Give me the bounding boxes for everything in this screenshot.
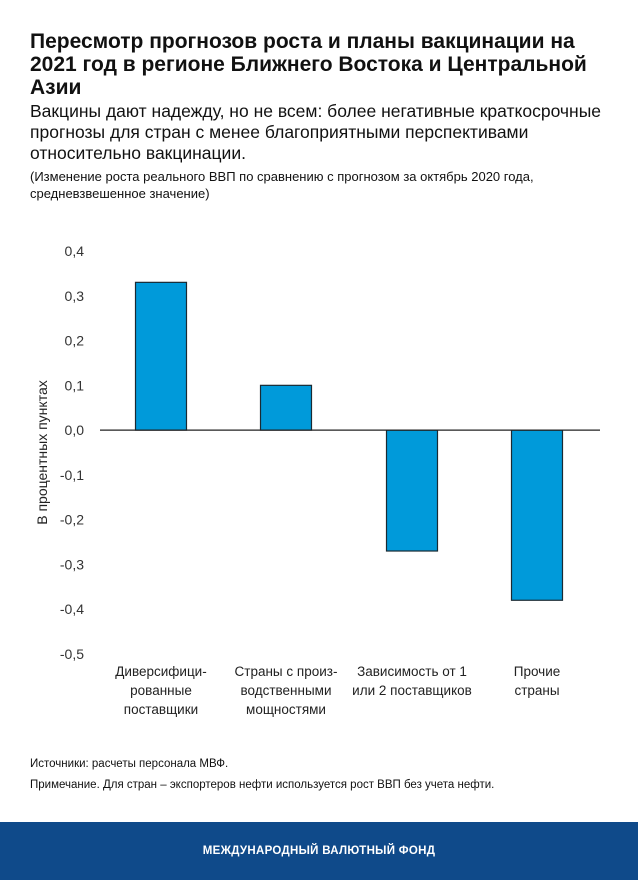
chart-title: Пересмотр прогнозов роста и планы вакцин… (30, 30, 587, 99)
x-tick-label: мощностями (246, 702, 326, 717)
chart-subtitle: Вакцины дают надежду, но не всем: более … (30, 101, 602, 163)
x-tick-label: Страны с произ- (235, 664, 338, 679)
y-tick-label: 0,1 (65, 377, 85, 393)
footer-banner: МЕЖДУНАРОДНЫЙ ВАЛЮТНЫЙ ФОНД (0, 822, 638, 880)
x-tick-label: Прочие (514, 664, 561, 679)
y-tick-label: -0,5 (60, 646, 84, 662)
y-axis-label: В процентных пунктах (34, 380, 50, 525)
chart-note: (Изменение роста реального ВВП по сравне… (30, 169, 534, 201)
x-tick-label: водственными (240, 683, 331, 698)
x-tick-label: поставщики (124, 702, 198, 717)
bar (259, 384, 313, 431)
bar (385, 429, 439, 552)
y-tick-label: 0,3 (65, 288, 85, 304)
y-tick-label: -0,4 (60, 601, 84, 617)
bar (134, 281, 188, 431)
x-tick-label: страны (514, 683, 559, 698)
x-tick-label: Зависимость от 1 (357, 664, 467, 679)
x-tick-label: Диверсифици- (115, 664, 206, 679)
footnote: Примечание. Для стран – экспортеров нефт… (30, 779, 495, 791)
y-tick-label: 0,4 (65, 243, 85, 259)
y-tick-label: -0,2 (60, 512, 84, 528)
x-tick-label: или 2 поставщиков (352, 683, 472, 698)
x-tick-label: рованные (130, 683, 192, 698)
bar (510, 429, 564, 601)
bar-chart: 0,4 0,3 0,2 0,1 0,0 -0,1 -0,2 -0,3 -0,4 -0,5 В про… (34, 243, 600, 717)
y-tick-label: 0,0 (65, 422, 85, 438)
y-tick-label: -0,3 (60, 556, 84, 572)
y-tick-label: -0,1 (60, 467, 84, 483)
sources-note: Источники: расчеты персонала МВФ. (30, 758, 229, 770)
y-tick-label: 0,2 (65, 333, 85, 349)
